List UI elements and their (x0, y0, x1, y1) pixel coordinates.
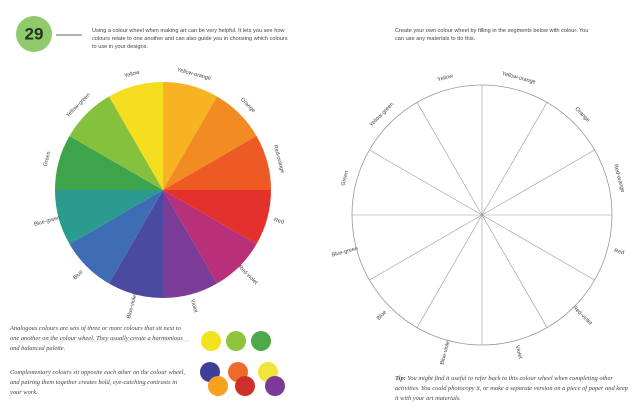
swatch (208, 376, 228, 396)
complementary-text: Complementary colours sit opposite each … (10, 369, 186, 396)
right-wheel: Yellow-orange Orange Red-orange Red Red-viol… (331, 71, 625, 366)
segment-line (369, 149, 483, 216)
tip-text: You might find it useful to refer back t… (395, 375, 628, 402)
wheel-label: Blue (72, 269, 84, 281)
wheel-label: Red-orange (612, 164, 625, 194)
segment (55, 136, 163, 190)
segment-line (416, 102, 483, 216)
wheel-label: Violet (514, 345, 523, 360)
wheel-label: Green (340, 170, 350, 186)
wheel-label: Orange (573, 106, 590, 123)
wheel-label: Violet (189, 299, 198, 314)
wheel-label: Red-violet (237, 264, 259, 286)
analogous-swatches (201, 331, 271, 351)
wheel-label: Blue-violet (126, 292, 139, 319)
segment (163, 190, 257, 284)
segment-line (416, 214, 483, 328)
wheel-label: Yellow (437, 73, 454, 83)
wheel-label: Red-orange (272, 144, 285, 174)
wheel-label: Blue-green (331, 246, 359, 259)
wheel-label: Blue-green (33, 215, 61, 228)
tip-label: Tip: (395, 375, 406, 382)
segment (69, 96, 163, 190)
wheel-label: Orange (239, 97, 256, 114)
tip: Tip: You might find it useful to refer b… (395, 374, 630, 404)
page-badge (16, 16, 52, 52)
swatch (235, 376, 255, 396)
segment (109, 190, 163, 298)
instructions: Create your own colour wheel by filling … (395, 28, 589, 42)
intro: Using a colour wheel when making art can… (92, 28, 288, 50)
swatch (226, 331, 246, 351)
segment (163, 82, 217, 190)
wheel-label: Red (273, 217, 284, 225)
segment (163, 96, 257, 190)
segment (163, 136, 271, 190)
wheel-label: Yellow-green (369, 102, 396, 129)
swatch (201, 331, 221, 351)
wheel-label: Red-violet (571, 305, 593, 327)
analogous-text: Analogous colours are sets of three or m… (10, 325, 183, 352)
segment (109, 82, 163, 190)
wheel-label: Green (43, 151, 53, 167)
segment-line (369, 214, 483, 281)
segment (55, 190, 163, 244)
segment (69, 190, 163, 284)
segment (163, 190, 271, 244)
wheel-outline (351, 84, 613, 346)
wheel-label: Yellow-orange (501, 71, 536, 86)
segment-line (481, 149, 595, 216)
left-wheel: Yellow-orange Orange Red-orange Red Red-viol… (33, 67, 285, 319)
page-number: 29 (25, 24, 44, 43)
segment-line (481, 102, 548, 216)
wheel-label: Blue (376, 310, 388, 322)
wheel-label: Red (613, 248, 624, 256)
wheel-label: Yellow-orange (176, 67, 211, 82)
segment (163, 190, 217, 298)
complementary-swatches (200, 362, 285, 396)
segment-line (481, 214, 595, 281)
segment-line (481, 214, 548, 328)
wheel-label: Yellow (124, 70, 141, 80)
swatch (265, 376, 285, 396)
wheel-label: Blue-violet (439, 339, 452, 366)
swatch (251, 331, 271, 351)
